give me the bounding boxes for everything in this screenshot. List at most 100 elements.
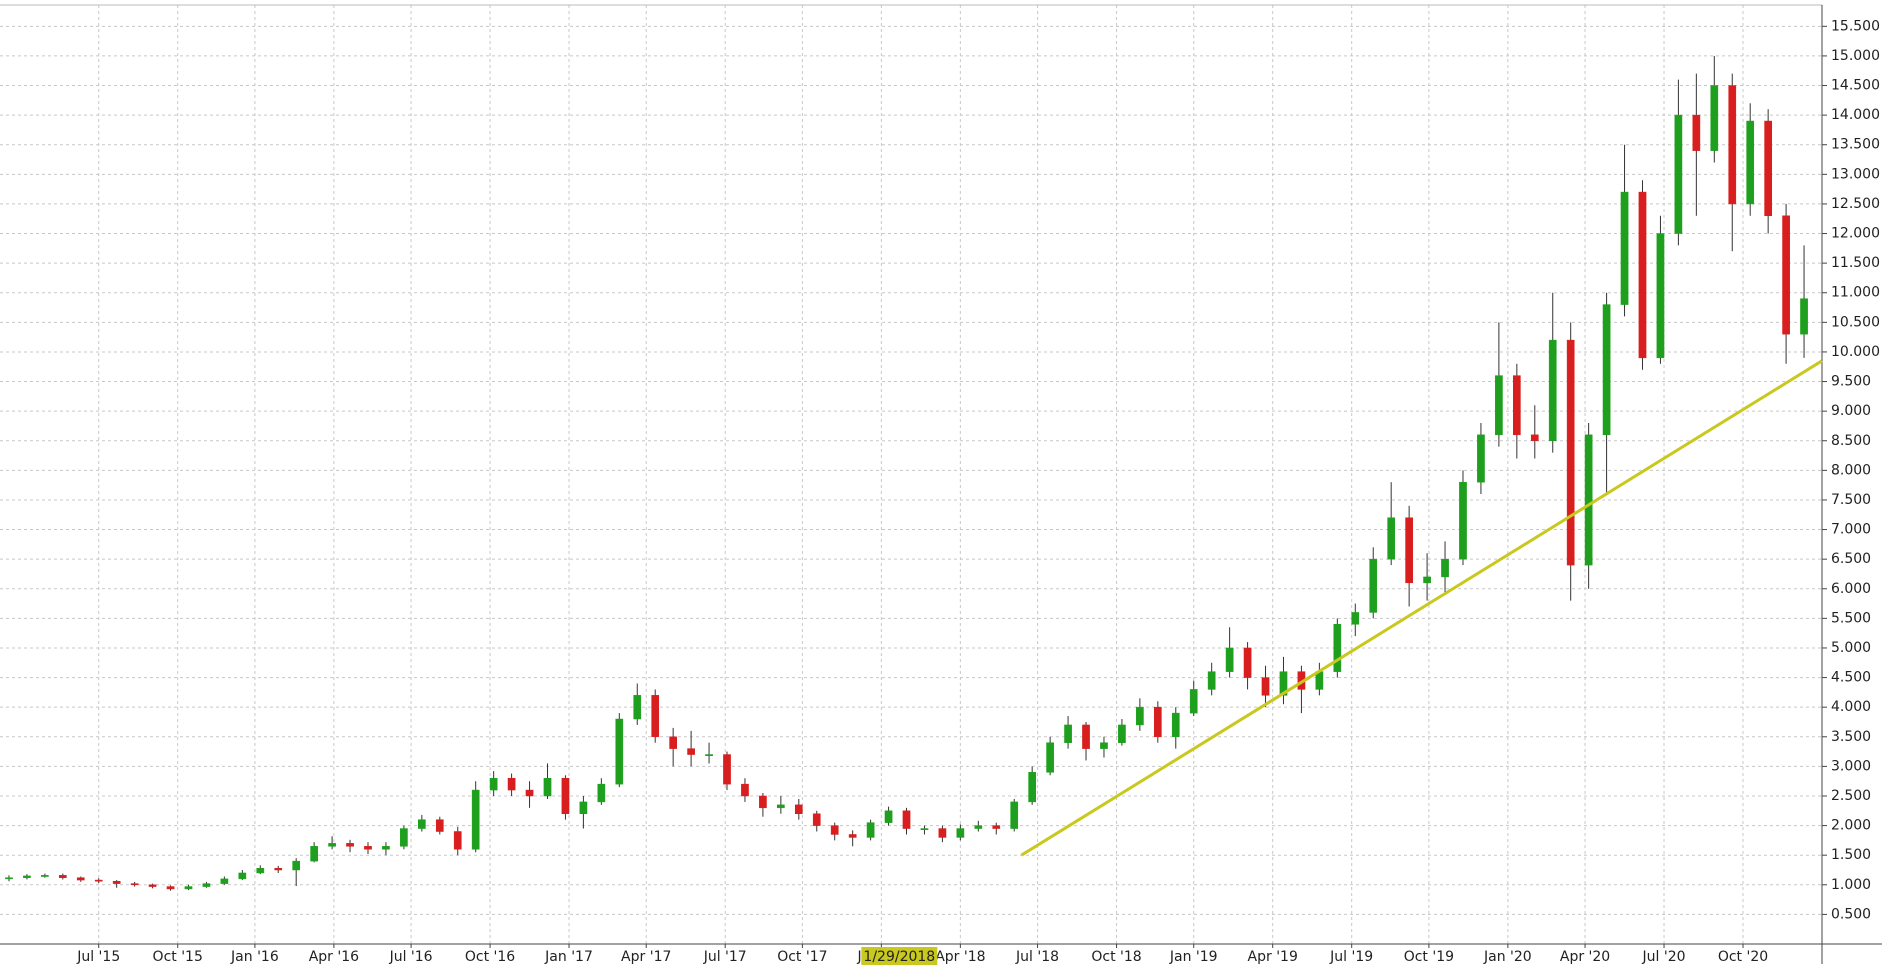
candle-body [1136, 706, 1144, 726]
candle-body [1064, 724, 1072, 743]
y-tick-label: 0.500 [1831, 906, 1871, 922]
candle-body [884, 810, 893, 823]
candle-body [1638, 191, 1647, 359]
candle-body [1423, 576, 1431, 584]
candle-body [23, 875, 31, 878]
x-tick-label: Apr '17 [621, 949, 671, 965]
y-tick-label: 2.000 [1831, 818, 1871, 834]
candle-body [830, 825, 839, 835]
y-tick-label: 11.000 [1831, 285, 1880, 301]
y-tick-label: 9.500 [1831, 374, 1871, 390]
candle-body [1620, 191, 1629, 305]
candle-body [1764, 120, 1772, 217]
y-tick-label: 1.500 [1831, 847, 1871, 863]
candle-body [1028, 772, 1037, 803]
y-tick-label: 12.500 [1831, 196, 1880, 212]
candle-body [1800, 298, 1808, 335]
candle-body [1584, 434, 1593, 566]
y-tick-label: 10.000 [1831, 344, 1880, 360]
candle-body [292, 860, 301, 871]
y-tick-label: 8.500 [1831, 433, 1871, 449]
candle-body [453, 831, 462, 850]
candle-body [1225, 647, 1234, 672]
candle-body [1566, 339, 1575, 566]
candle-body [1189, 689, 1198, 714]
x-tick-label: Oct '19 [1404, 949, 1454, 965]
x-tick-label: Jul '20 [1642, 949, 1686, 965]
x-tick-label: Jul '18 [1015, 949, 1059, 965]
y-tick-label: 5.000 [1831, 640, 1871, 656]
candle-body [1746, 120, 1755, 205]
candle-body [812, 813, 821, 826]
candle-body [310, 846, 318, 862]
candle-body [741, 783, 749, 797]
candle-body [1369, 558, 1378, 613]
candle-body [1548, 339, 1557, 442]
candle-body [902, 810, 911, 829]
candle-body [1710, 85, 1719, 151]
y-tick-label: 13.500 [1831, 137, 1880, 153]
y-tick-label: 10.500 [1831, 314, 1880, 330]
candle-body [561, 777, 570, 814]
x-tick-label: Apr '19 [1248, 949, 1298, 965]
candle-body [238, 872, 247, 880]
candle-body [1100, 742, 1108, 749]
x-tick-label: Oct '17 [777, 949, 827, 965]
candle-body [58, 875, 67, 878]
candle-body [1674, 114, 1683, 234]
candle-body [112, 880, 121, 884]
y-tick-label: 15.500 [1831, 18, 1880, 34]
candle-body [1153, 706, 1162, 738]
candle-body [687, 748, 695, 755]
x-tick-label: Apr '20 [1560, 949, 1610, 965]
y-tick-label: 13.000 [1831, 166, 1880, 182]
candle-body [274, 867, 283, 871]
candle-body [992, 825, 1001, 829]
candle-body [525, 789, 534, 797]
y-tick-label: 4.000 [1831, 699, 1871, 715]
candle-body [256, 867, 265, 874]
candle-body [651, 695, 660, 738]
candle-body [1512, 375, 1521, 436]
candle-body [794, 804, 803, 814]
candle-body [848, 834, 857, 838]
candle-body [1495, 375, 1503, 436]
candle-body [489, 777, 498, 791]
x-tick-label: Apr '16 [309, 949, 359, 965]
candle-body [328, 843, 336, 847]
candle-body [41, 875, 49, 877]
candle-body [1333, 624, 1342, 672]
candle-body [1010, 801, 1019, 829]
y-tick-label: 7.500 [1831, 492, 1871, 508]
candle-body [1782, 215, 1790, 335]
candle-body [130, 883, 139, 886]
x-tick-label: Apr '18 [935, 949, 985, 965]
candle-body [633, 695, 642, 720]
candle-body [94, 879, 103, 882]
candle-body [866, 822, 875, 838]
x-tick-label: Jan '17 [544, 949, 593, 965]
candle-body [669, 736, 677, 749]
candle-body [920, 828, 929, 830]
x-tick-label: Jan '20 [1483, 949, 1532, 965]
candle-body [1171, 712, 1180, 738]
candle-body [974, 825, 983, 829]
candle-body [184, 886, 193, 890]
candle-body [400, 828, 408, 847]
candle-body [471, 789, 480, 850]
y-tick-label: 6.000 [1831, 581, 1871, 597]
candle-body [166, 886, 175, 890]
candle-body [723, 754, 731, 785]
x-tick-label: Oct '15 [153, 949, 203, 965]
y-tick-label: 12.000 [1831, 226, 1880, 242]
y-tick-label: 14.500 [1831, 78, 1880, 94]
trendline [1020, 359, 1823, 857]
x-tick-label: Jul '19 [1329, 949, 1373, 965]
x-tick-label: Oct '20 [1718, 949, 1768, 965]
crosshair-label-bg [861, 947, 938, 965]
candle-body [759, 795, 767, 809]
y-tick-label: 6.500 [1831, 551, 1871, 567]
y-tick-label: 3.500 [1831, 729, 1871, 745]
candle-body [543, 777, 552, 797]
candle-body [1082, 724, 1090, 749]
